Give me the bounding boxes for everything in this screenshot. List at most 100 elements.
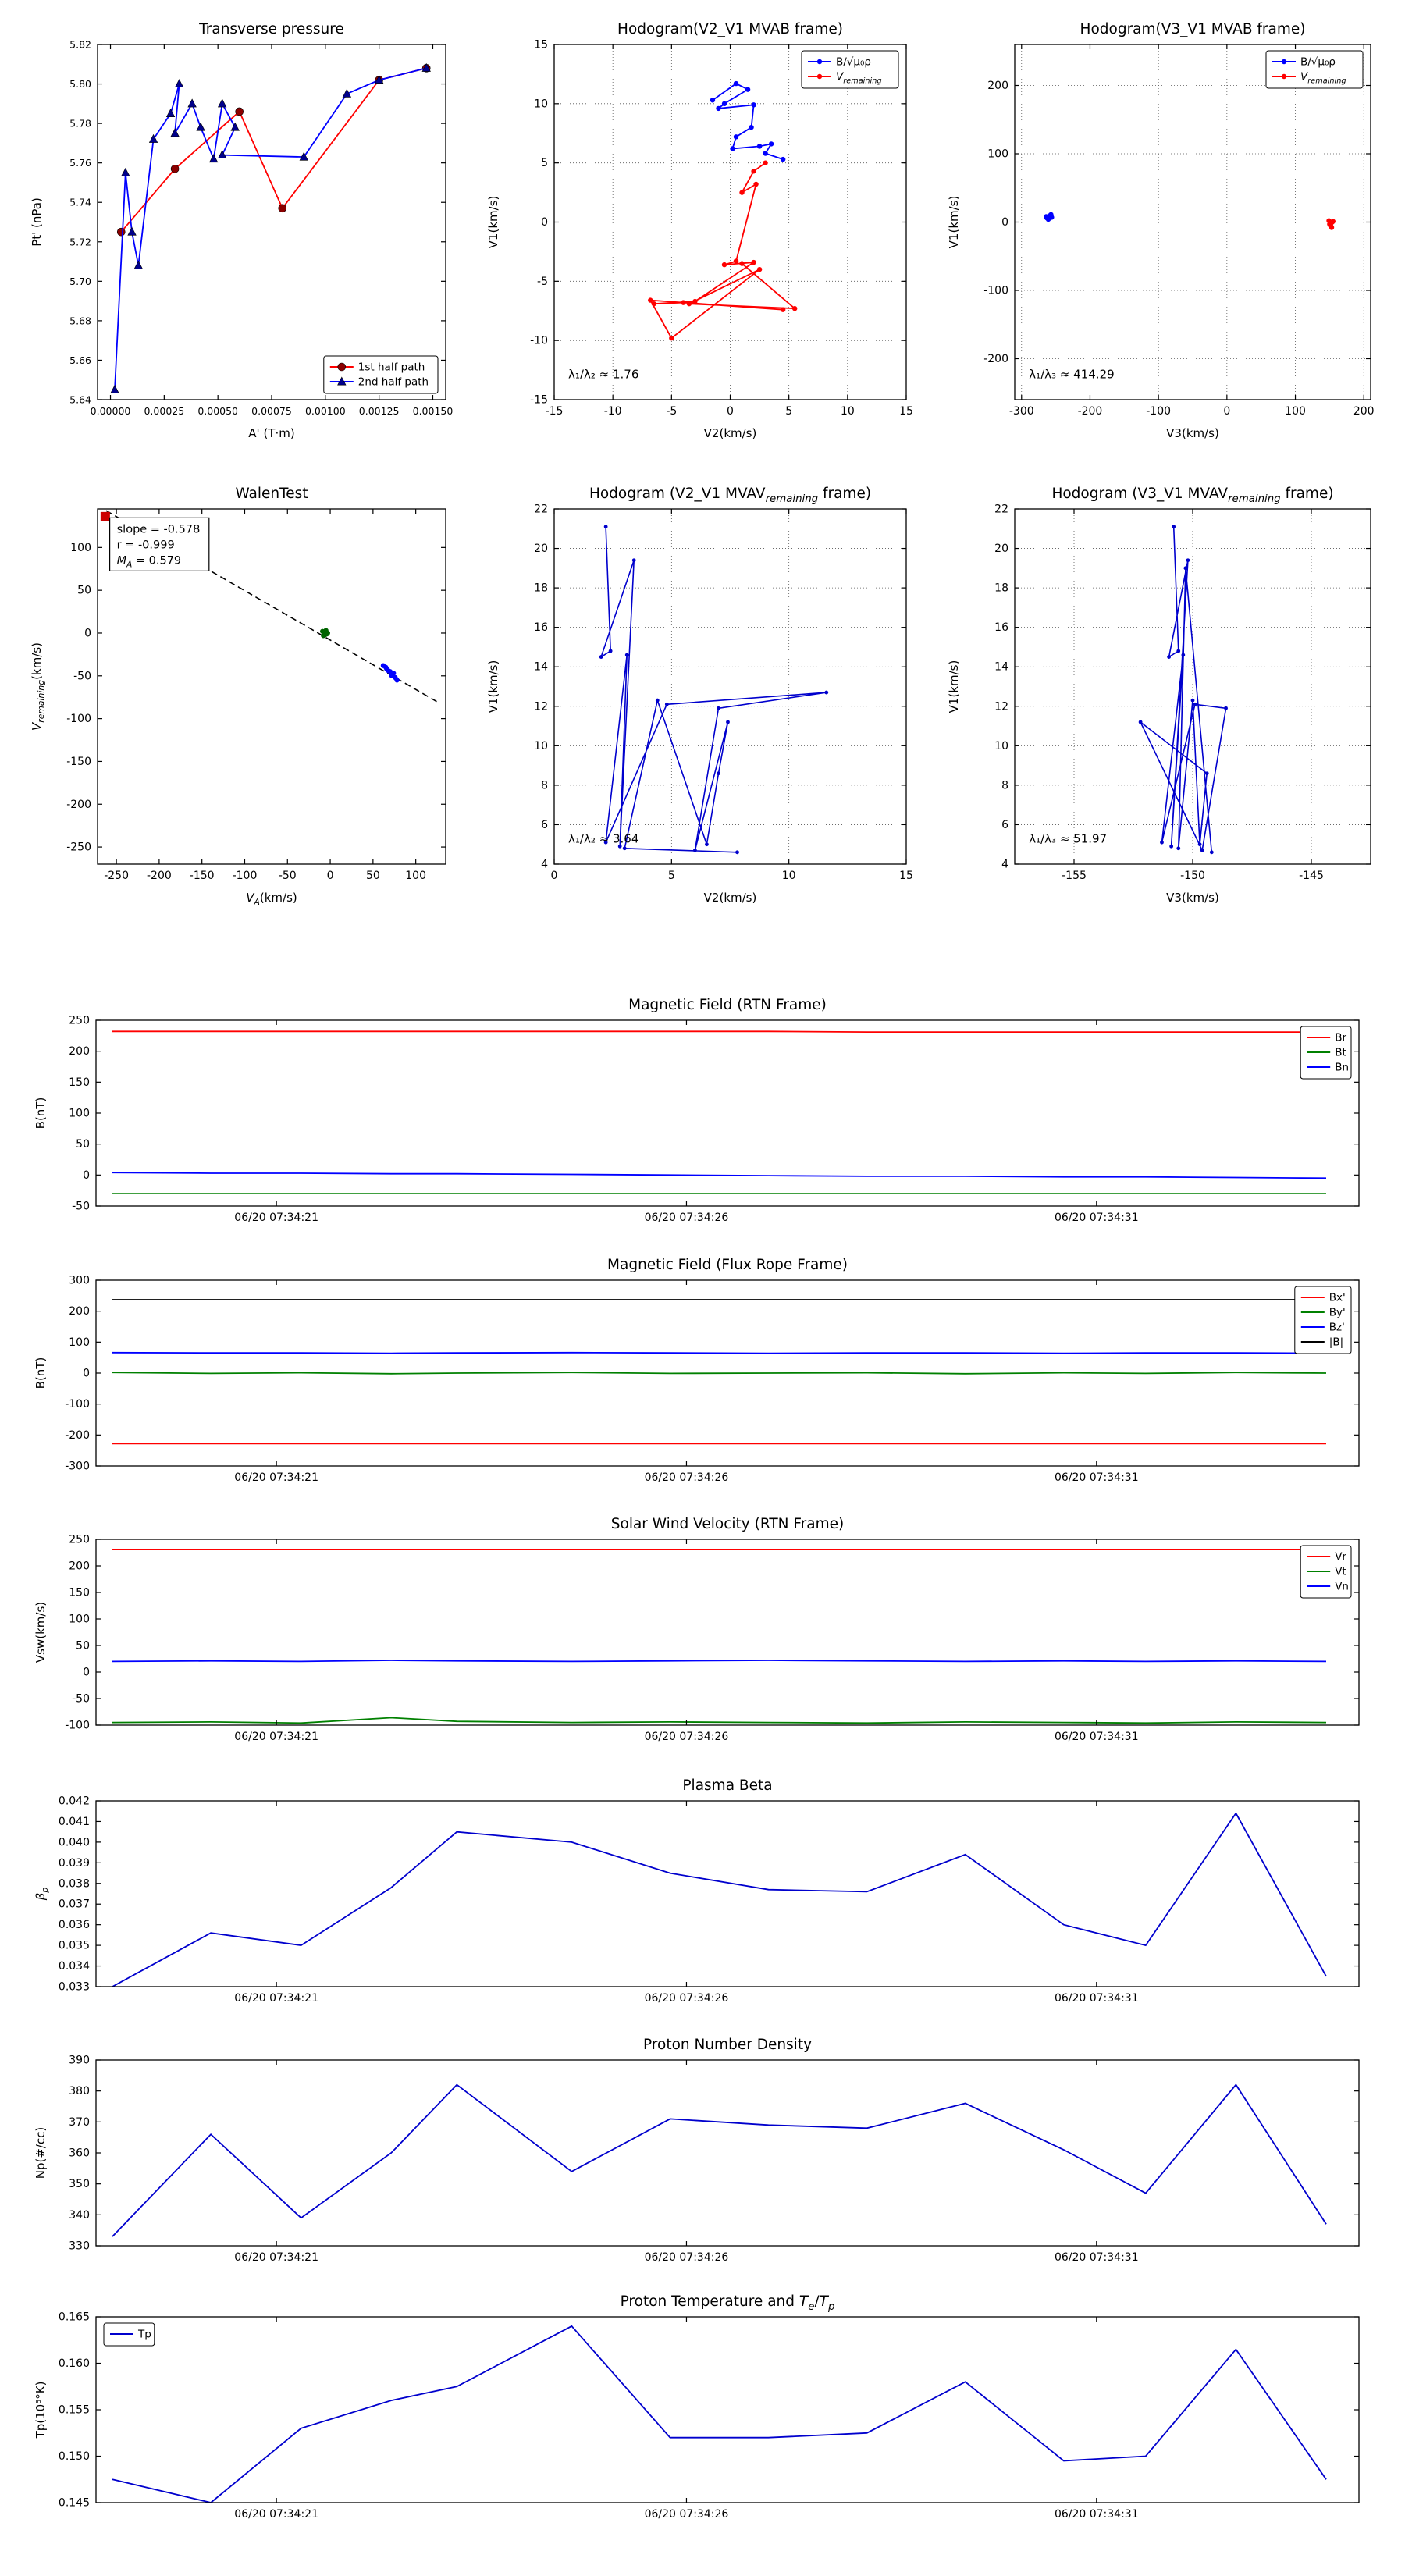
svg-text:0.00125: 0.00125	[359, 405, 400, 417]
svg-text:5.64: 5.64	[69, 394, 91, 406]
svg-text:0.00150: 0.00150	[413, 405, 454, 417]
svg-text:-100: -100	[65, 1398, 90, 1411]
svg-text:0: 0	[83, 1667, 90, 1679]
svg-text:200: 200	[69, 1305, 90, 1318]
svg-text:06/20 07:34:26: 06/20 07:34:26	[645, 1212, 729, 1224]
svg-text:Magnetic Field (RTN Frame): Magnetic Field (RTN Frame)	[628, 997, 827, 1013]
svg-text:-15: -15	[530, 394, 548, 407]
svg-text:340: 340	[69, 2209, 90, 2222]
svg-text:0.155: 0.155	[59, 2404, 90, 2417]
svg-text:0.035: 0.035	[59, 1940, 90, 1952]
svg-text:Br: Br	[1335, 1032, 1346, 1044]
svg-text:WalenTest: WalenTest	[235, 486, 308, 502]
svg-text:200: 200	[1353, 405, 1375, 418]
panel-proton-temperature: 06/20 07:34:21 06/20 07:34:26 06/20 07:34:…	[27, 2284, 1378, 2542]
svg-text:-200: -200	[1078, 405, 1103, 418]
svg-text:100: 100	[69, 1336, 90, 1349]
svg-text:390: 390	[69, 2055, 90, 2067]
panel-magnetic-field-fluxrope: 06/20 07:34:21 06/20 07:34:26 06/20 07:34:…	[27, 1247, 1378, 1505]
svg-text:Vsw(km/s): Vsw(km/s)	[34, 1602, 48, 1663]
svg-text:5.82: 5.82	[69, 39, 91, 51]
svg-text:Hodogram (V2_V1 MVAVremaining: Hodogram (V2_V1 MVAVremaining frame)	[589, 486, 871, 505]
svg-text:0.00000: 0.00000	[91, 405, 131, 417]
svg-text:-5: -5	[666, 405, 677, 418]
svg-text:V3(km/s): V3(km/s)	[1166, 891, 1219, 905]
svg-text:Pt' (nPa): Pt' (nPa)	[30, 197, 44, 247]
svg-text:-200: -200	[147, 870, 172, 882]
svg-text:10: 10	[534, 740, 548, 753]
svg-text:0.033: 0.033	[59, 1981, 90, 1994]
svg-text:-50: -50	[279, 870, 297, 882]
svg-text:λ₁/λ₃ ≈ 414.29: λ₁/λ₃ ≈ 414.29	[1029, 368, 1114, 382]
svg-text:100: 100	[70, 542, 91, 554]
svg-text:V1(km/s): V1(km/s)	[947, 660, 961, 713]
svg-text:5: 5	[785, 405, 792, 418]
svg-text:5.76: 5.76	[69, 157, 91, 169]
svg-text:0: 0	[1223, 405, 1230, 418]
svg-text:Bn: Bn	[1335, 1062, 1349, 1074]
svg-text:5.70: 5.70	[69, 276, 91, 287]
svg-text:380: 380	[69, 2085, 90, 2097]
svg-text:20: 20	[994, 543, 1008, 555]
svg-text:V1(km/s): V1(km/s)	[947, 196, 961, 249]
svg-text:V1(km/s): V1(km/s)	[486, 196, 500, 249]
svg-text:V2(km/s): V2(km/s)	[704, 426, 757, 440]
svg-text:0: 0	[541, 216, 548, 229]
svg-text:Plasma Beta: Plasma Beta	[682, 1777, 772, 1794]
svg-text:0: 0	[83, 1169, 90, 1182]
svg-text:5.74: 5.74	[69, 197, 91, 208]
svg-text:Solar Wind Velocity (RTN Frame: Solar Wind Velocity (RTN Frame)	[611, 1516, 844, 1532]
svg-text:1st half path: 1st half path	[358, 361, 425, 374]
svg-text:06/20 07:34:21: 06/20 07:34:21	[234, 1212, 318, 1224]
svg-text:06/20 07:34:31: 06/20 07:34:31	[1055, 1212, 1139, 1224]
svg-text:r = -0.999: r = -0.999	[117, 539, 175, 551]
svg-text:16: 16	[994, 621, 1008, 634]
svg-text:-50: -50	[72, 1201, 90, 1213]
svg-text:B(nT): B(nT)	[34, 1357, 48, 1389]
svg-text:Magnetic Field (Flux Rope Fram: Magnetic Field (Flux Rope Frame)	[607, 1257, 848, 1273]
svg-text:250: 250	[69, 1534, 90, 1546]
panel-hodogram-v2v1-mvab: -15 -10 -5 0 5 10 15 -15 -10 -5 0 5 10 15 Hodogram(V2_…	[480, 12, 917, 468]
svg-text:100: 100	[1285, 405, 1306, 418]
svg-text:06/20 07:34:26: 06/20 07:34:26	[645, 1992, 729, 2005]
svg-text:0.040: 0.040	[59, 1836, 90, 1848]
svg-text:V1(km/s): V1(km/s)	[486, 660, 500, 713]
svg-text:0: 0	[727, 405, 734, 418]
svg-text:By': By'	[1329, 1307, 1346, 1319]
svg-text:Proton Number Density: Proton Number Density	[643, 2037, 812, 2053]
svg-text:4: 4	[1001, 859, 1008, 871]
svg-text:6: 6	[1001, 819, 1008, 831]
svg-text:50: 50	[77, 585, 91, 597]
svg-text:5.72: 5.72	[69, 236, 91, 247]
svg-text:22: 22	[534, 503, 548, 516]
svg-text:Bx': Bx'	[1329, 1292, 1346, 1304]
svg-text:06/20 07:34:21: 06/20 07:34:21	[234, 2508, 318, 2521]
svg-text:0: 0	[327, 870, 334, 882]
svg-text:250: 250	[69, 1015, 90, 1027]
svg-text:350: 350	[69, 2178, 90, 2190]
svg-text:06/20 07:34:26: 06/20 07:34:26	[645, 2508, 729, 2521]
svg-text:06/20 07:34:31: 06/20 07:34:31	[1055, 1992, 1139, 2005]
svg-text:-100: -100	[1146, 405, 1171, 418]
svg-text:-250: -250	[66, 841, 91, 854]
svg-text:Transverse pressure: Transverse pressure	[198, 21, 344, 37]
svg-text:λ₁/λ₃ ≈ 51.97: λ₁/λ₃ ≈ 51.97	[1029, 832, 1107, 846]
svg-text:Bt: Bt	[1335, 1047, 1346, 1059]
panel-plasma-beta: 06/20 07:34:21 06/20 07:34:26 06/20 07:34:…	[27, 1768, 1378, 2026]
svg-text:Tp: Tp	[137, 2329, 151, 2341]
svg-text:0.034: 0.034	[59, 1960, 90, 1973]
svg-text:-100: -100	[233, 870, 258, 882]
svg-text:-150: -150	[190, 870, 215, 882]
svg-text:B/√μ₀ρ: B/√μ₀ρ	[836, 56, 871, 69]
svg-text:V2(km/s): V2(km/s)	[704, 891, 757, 905]
panel-walen-test: -250 -200 -150 -100 -50 0 50 100 -250 -200 -150 -10…	[23, 476, 457, 933]
svg-text:0.160: 0.160	[59, 2357, 90, 2370]
svg-text:10: 10	[994, 740, 1008, 753]
svg-text:Vn: Vn	[1335, 1581, 1349, 1593]
svg-text:0.00075: 0.00075	[251, 405, 292, 417]
svg-text:-200: -200	[66, 799, 91, 811]
svg-text:15: 15	[899, 405, 913, 418]
svg-text:B/√μ₀ρ: B/√μ₀ρ	[1300, 56, 1336, 69]
svg-text:12: 12	[994, 700, 1008, 713]
svg-text:330: 330	[69, 2240, 90, 2253]
